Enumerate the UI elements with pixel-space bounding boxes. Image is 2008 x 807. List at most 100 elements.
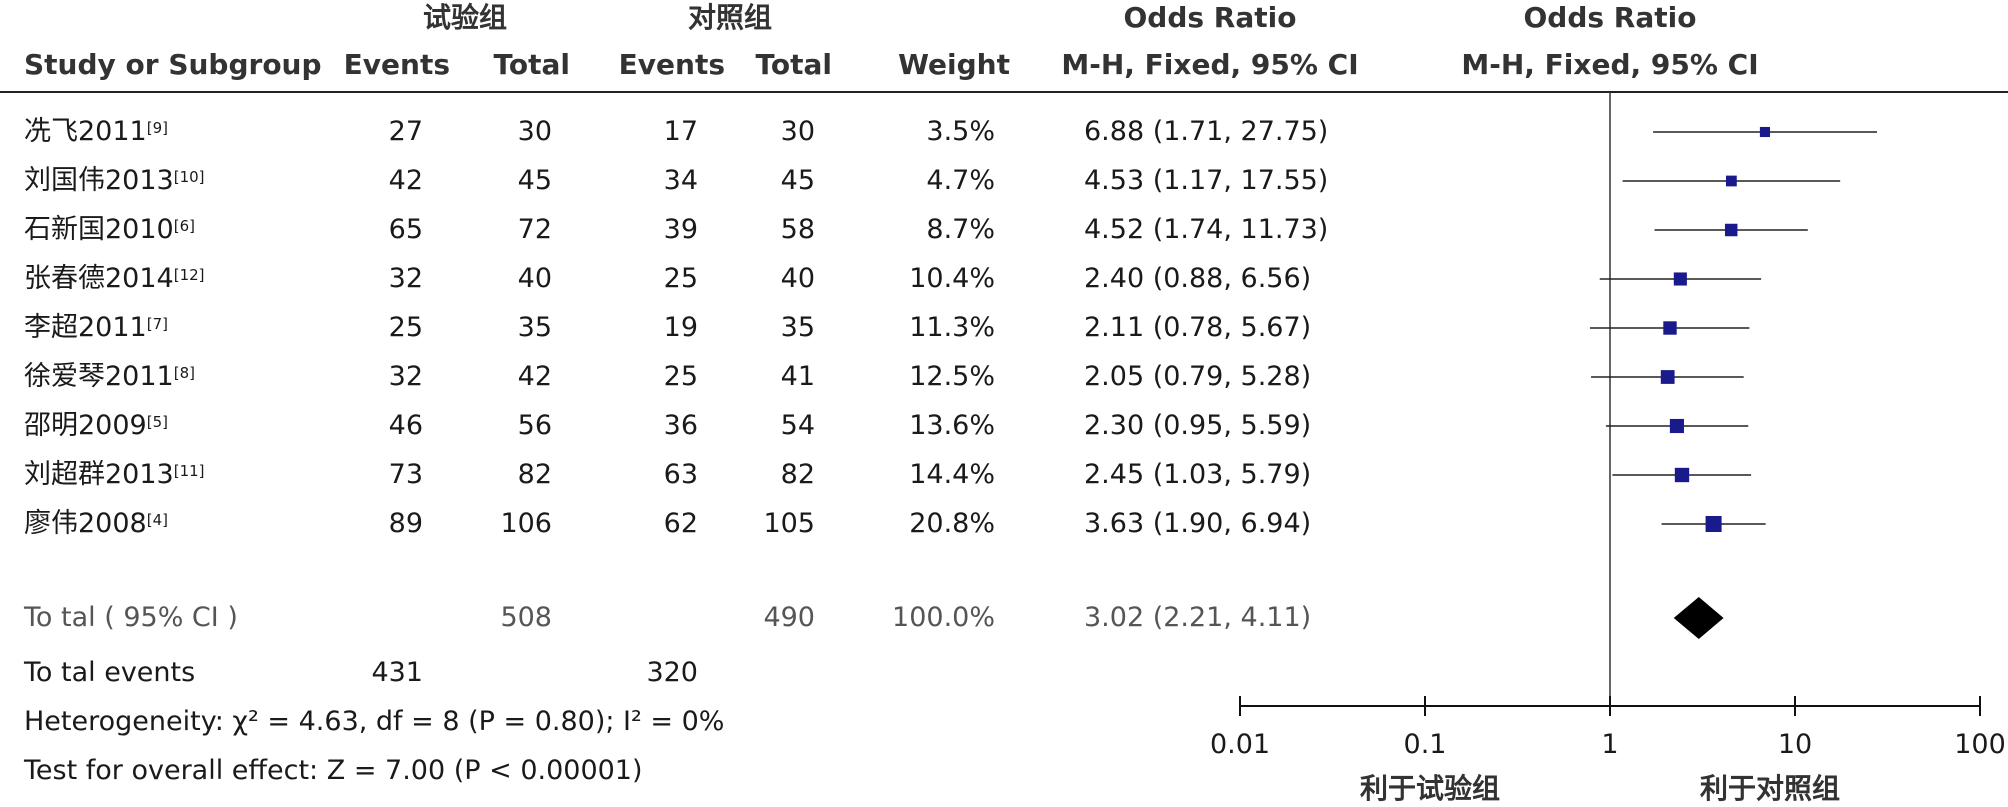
ci-text: 2.45 (1.03, 5.79) [1084,459,1312,490]
study-column-header: Study or Subgroup [24,48,322,81]
total-weight: 100.0% [892,602,995,633]
chi-symbol: χ [232,706,249,737]
events-exp: 89 [388,508,423,539]
total-ctrl: 490 [763,602,815,633]
events-exp: 32 [388,263,423,294]
weight-header: Weight [898,48,1010,81]
group-ctrl-header: 对照组 [687,1,772,34]
study-name: 张春德2014[12] [24,262,205,296]
study-reference: [4] [146,511,168,529]
events-exp: 65 [388,214,423,245]
point-estimate [1660,370,1675,384]
total-ctrl: 58 [780,214,815,245]
study-reference: [10] [173,168,205,186]
events-ctrl: 62 [663,508,698,539]
point-estimate [1725,175,1737,187]
total-ctrl: 54 [780,410,815,441]
total-exp: 82 [517,459,552,490]
events-ctrl: 36 [663,410,698,441]
weight: 10.4% [909,263,995,294]
events-exp-header: Events [343,48,450,81]
events-exp: 73 [388,459,423,490]
events-exp: 32 [388,361,423,392]
ci-text: 4.52 (1.74, 11.73) [1084,214,1329,245]
ci-text: 4.53 (1.17, 17.55) [1084,165,1329,196]
study-name-text: 冼飞2011 [24,116,147,147]
study-name: 徐爱琴2011[8] [24,360,195,394]
events-ctrl: 63 [663,459,698,490]
study-name-text: 廖伟2008 [24,508,147,539]
total-ctrl: 35 [780,312,815,343]
total-exp: 45 [517,165,552,196]
study-name: 邵明2009[5] [24,409,168,443]
ci-text: 3.63 (1.90, 6.94) [1084,508,1312,539]
weight: 3.5% [926,116,995,147]
tick-label: 0.01 [1209,729,1271,760]
total-exp: 35 [517,312,552,343]
total-ctrl: 45 [780,165,815,196]
study-reference: [7] [146,315,168,333]
events-exp: 42 [388,165,423,196]
events-exp: 46 [388,410,423,441]
study-name: 刘国伟2013[10] [24,164,205,198]
point-estimate [1669,418,1684,434]
study-name: 冼飞2011[9] [24,115,168,149]
total-ci-text: 3.02 (2.21, 4.11) [1084,602,1312,633]
total-ctrl: 41 [780,361,815,392]
plot-title: Odds Ratio [1523,1,1697,34]
heterogeneity-prefix: Heterogeneity: [24,706,224,737]
total-exp: 72 [517,214,552,245]
tick-label: 100 [1954,729,2006,760]
weight: 4.7% [926,165,995,196]
total-exp-header: Total [493,48,571,81]
study-name: 刘超群2013[11] [24,458,205,492]
total-exp: 30 [517,116,552,147]
weight: 14.4% [909,459,995,490]
point-estimate [1674,467,1690,483]
overall-effect-text: Test for overall effect: Z = 7.00 (P < 0… [24,755,643,786]
pooled-diamond [1673,597,1724,639]
study-name-text: 张春德2014 [24,263,174,294]
point-estimate [1663,321,1677,335]
study-reference: [9] [146,119,168,137]
point-estimate [1673,272,1687,286]
study-reference: [11] [173,462,205,480]
total-label: To tal ( 95% CI ) [24,602,238,633]
study-name-text: 刘国伟2013 [24,165,174,196]
ci-text: 2.30 (0.95, 5.59) [1084,410,1312,441]
total-events-label: To tal events [24,657,196,688]
tick-label: 1 [1601,729,1619,760]
events-ctrl: 34 [663,165,698,196]
events-exp: 27 [388,116,423,147]
study-reference: [5] [146,413,168,431]
method-header: M-H, Fixed, 95% CI [1061,48,1359,81]
study-name-text: 邵明2009 [24,410,147,441]
study-name-text: 徐爱琴2011 [24,361,174,392]
ci-text: 2.40 (0.88, 6.56) [1084,263,1312,294]
weight: 12.5% [909,361,995,392]
total-exp: 42 [517,361,552,392]
weight: 11.3% [909,312,995,343]
group-exp-header: 试验组 [422,1,507,34]
forest-plot-marks [1239,92,1981,716]
total-ctrl: 105 [763,508,815,539]
heterogeneity-text: Heterogeneity: χ² = 4.63, df = 8 (P = 0.… [24,705,724,739]
events-ctrl: 25 [663,361,698,392]
favours-left-label: 利于试验组 [1359,772,1500,805]
weight: 13.6% [909,410,995,441]
total-exp: 508 [500,602,552,633]
events-ctrl: 19 [663,312,698,343]
total-exp: 40 [517,263,552,294]
point-estimate [1759,126,1771,138]
tick-label: 0.1 [1403,729,1447,760]
events-ctrl-header: Events [618,48,725,81]
total-ctrl: 82 [780,459,815,490]
events-ctrl: 25 [663,263,698,294]
study-name: 李超2011[7] [24,311,168,345]
study-reference: [8] [173,364,195,382]
events-exp: 25 [388,312,423,343]
total-ctrl: 40 [780,263,815,294]
ci-text: 2.11 (0.78, 5.67) [1084,312,1312,343]
total-exp: 56 [517,410,552,441]
